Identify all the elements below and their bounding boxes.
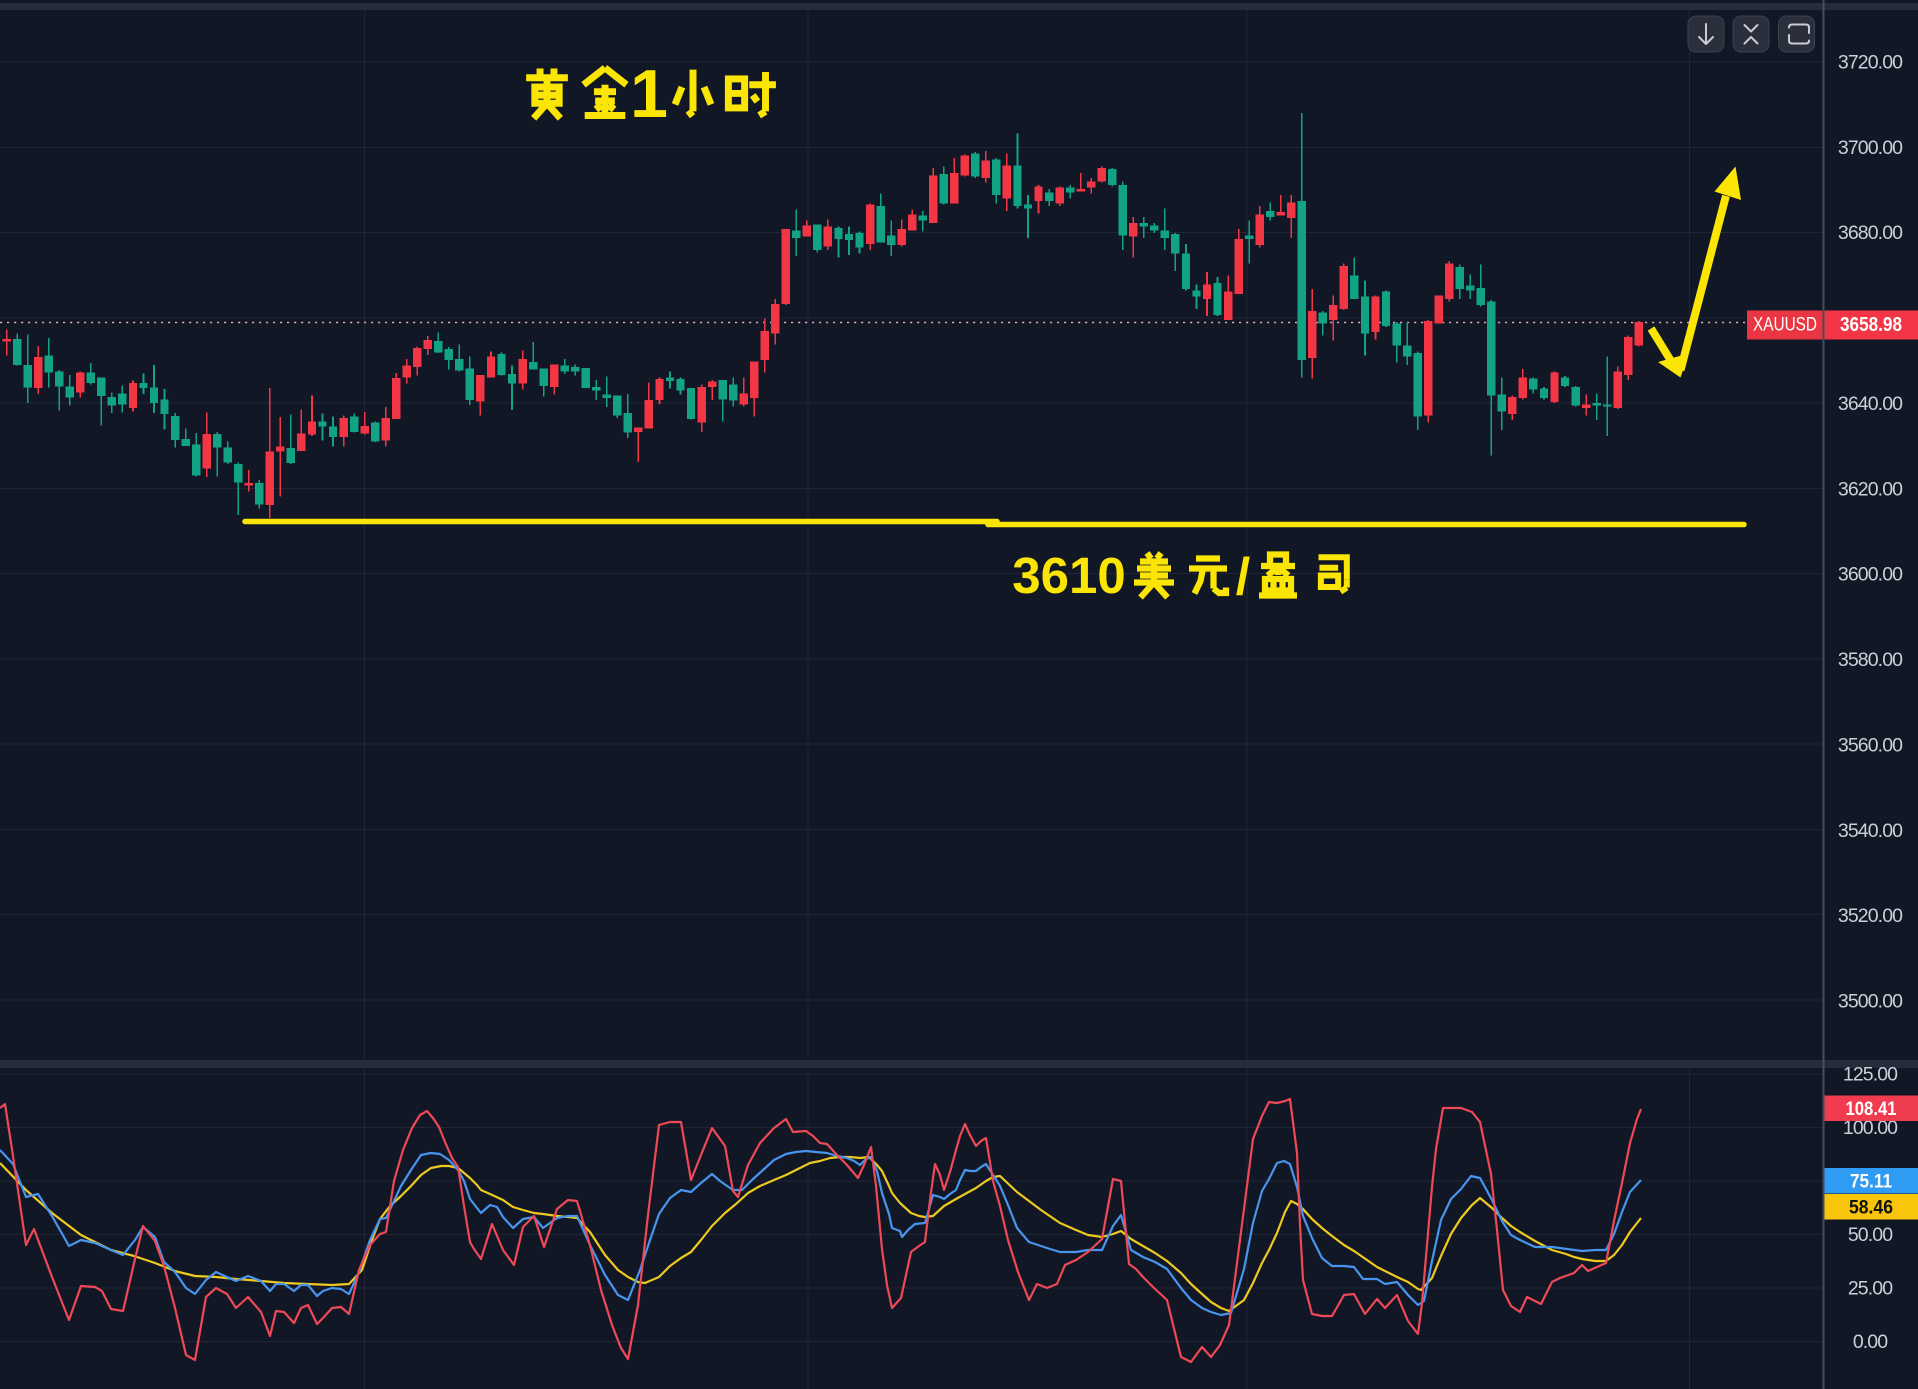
svg-text:XAUUSD: XAUUSD xyxy=(1753,315,1817,336)
svg-text:100.00: 100.00 xyxy=(1843,1117,1898,1139)
svg-text:3580.00: 3580.00 xyxy=(1838,649,1903,671)
svg-text:3658.98: 3658.98 xyxy=(1840,314,1902,336)
svg-text:3500.00: 3500.00 xyxy=(1838,991,1903,1013)
svg-text:1: 1 xyxy=(630,56,668,132)
svg-text:3610: 3610 xyxy=(1012,547,1125,604)
svg-text:0.00: 0.00 xyxy=(1853,1331,1888,1353)
svg-text:3700.00: 3700.00 xyxy=(1838,137,1903,159)
svg-text:3640.00: 3640.00 xyxy=(1838,393,1903,415)
svg-text:3620.00: 3620.00 xyxy=(1838,478,1903,500)
svg-text:108.41: 108.41 xyxy=(1846,1098,1897,1120)
svg-text:125.00: 125.00 xyxy=(1843,1063,1898,1085)
svg-text:/: / xyxy=(1236,548,1250,606)
svg-text:58.46: 58.46 xyxy=(1849,1197,1893,1219)
svg-text:25.00: 25.00 xyxy=(1848,1278,1893,1300)
svg-text:3720.00: 3720.00 xyxy=(1838,52,1903,74)
svg-text:3540.00: 3540.00 xyxy=(1838,820,1903,842)
svg-text:3680.00: 3680.00 xyxy=(1838,222,1903,244)
svg-text:50.00: 50.00 xyxy=(1848,1224,1893,1246)
svg-text:3520.00: 3520.00 xyxy=(1838,905,1903,927)
svg-text:3600.00: 3600.00 xyxy=(1838,564,1903,586)
svg-text:3560.00: 3560.00 xyxy=(1838,735,1903,757)
svg-text:75.11: 75.11 xyxy=(1850,1171,1892,1193)
